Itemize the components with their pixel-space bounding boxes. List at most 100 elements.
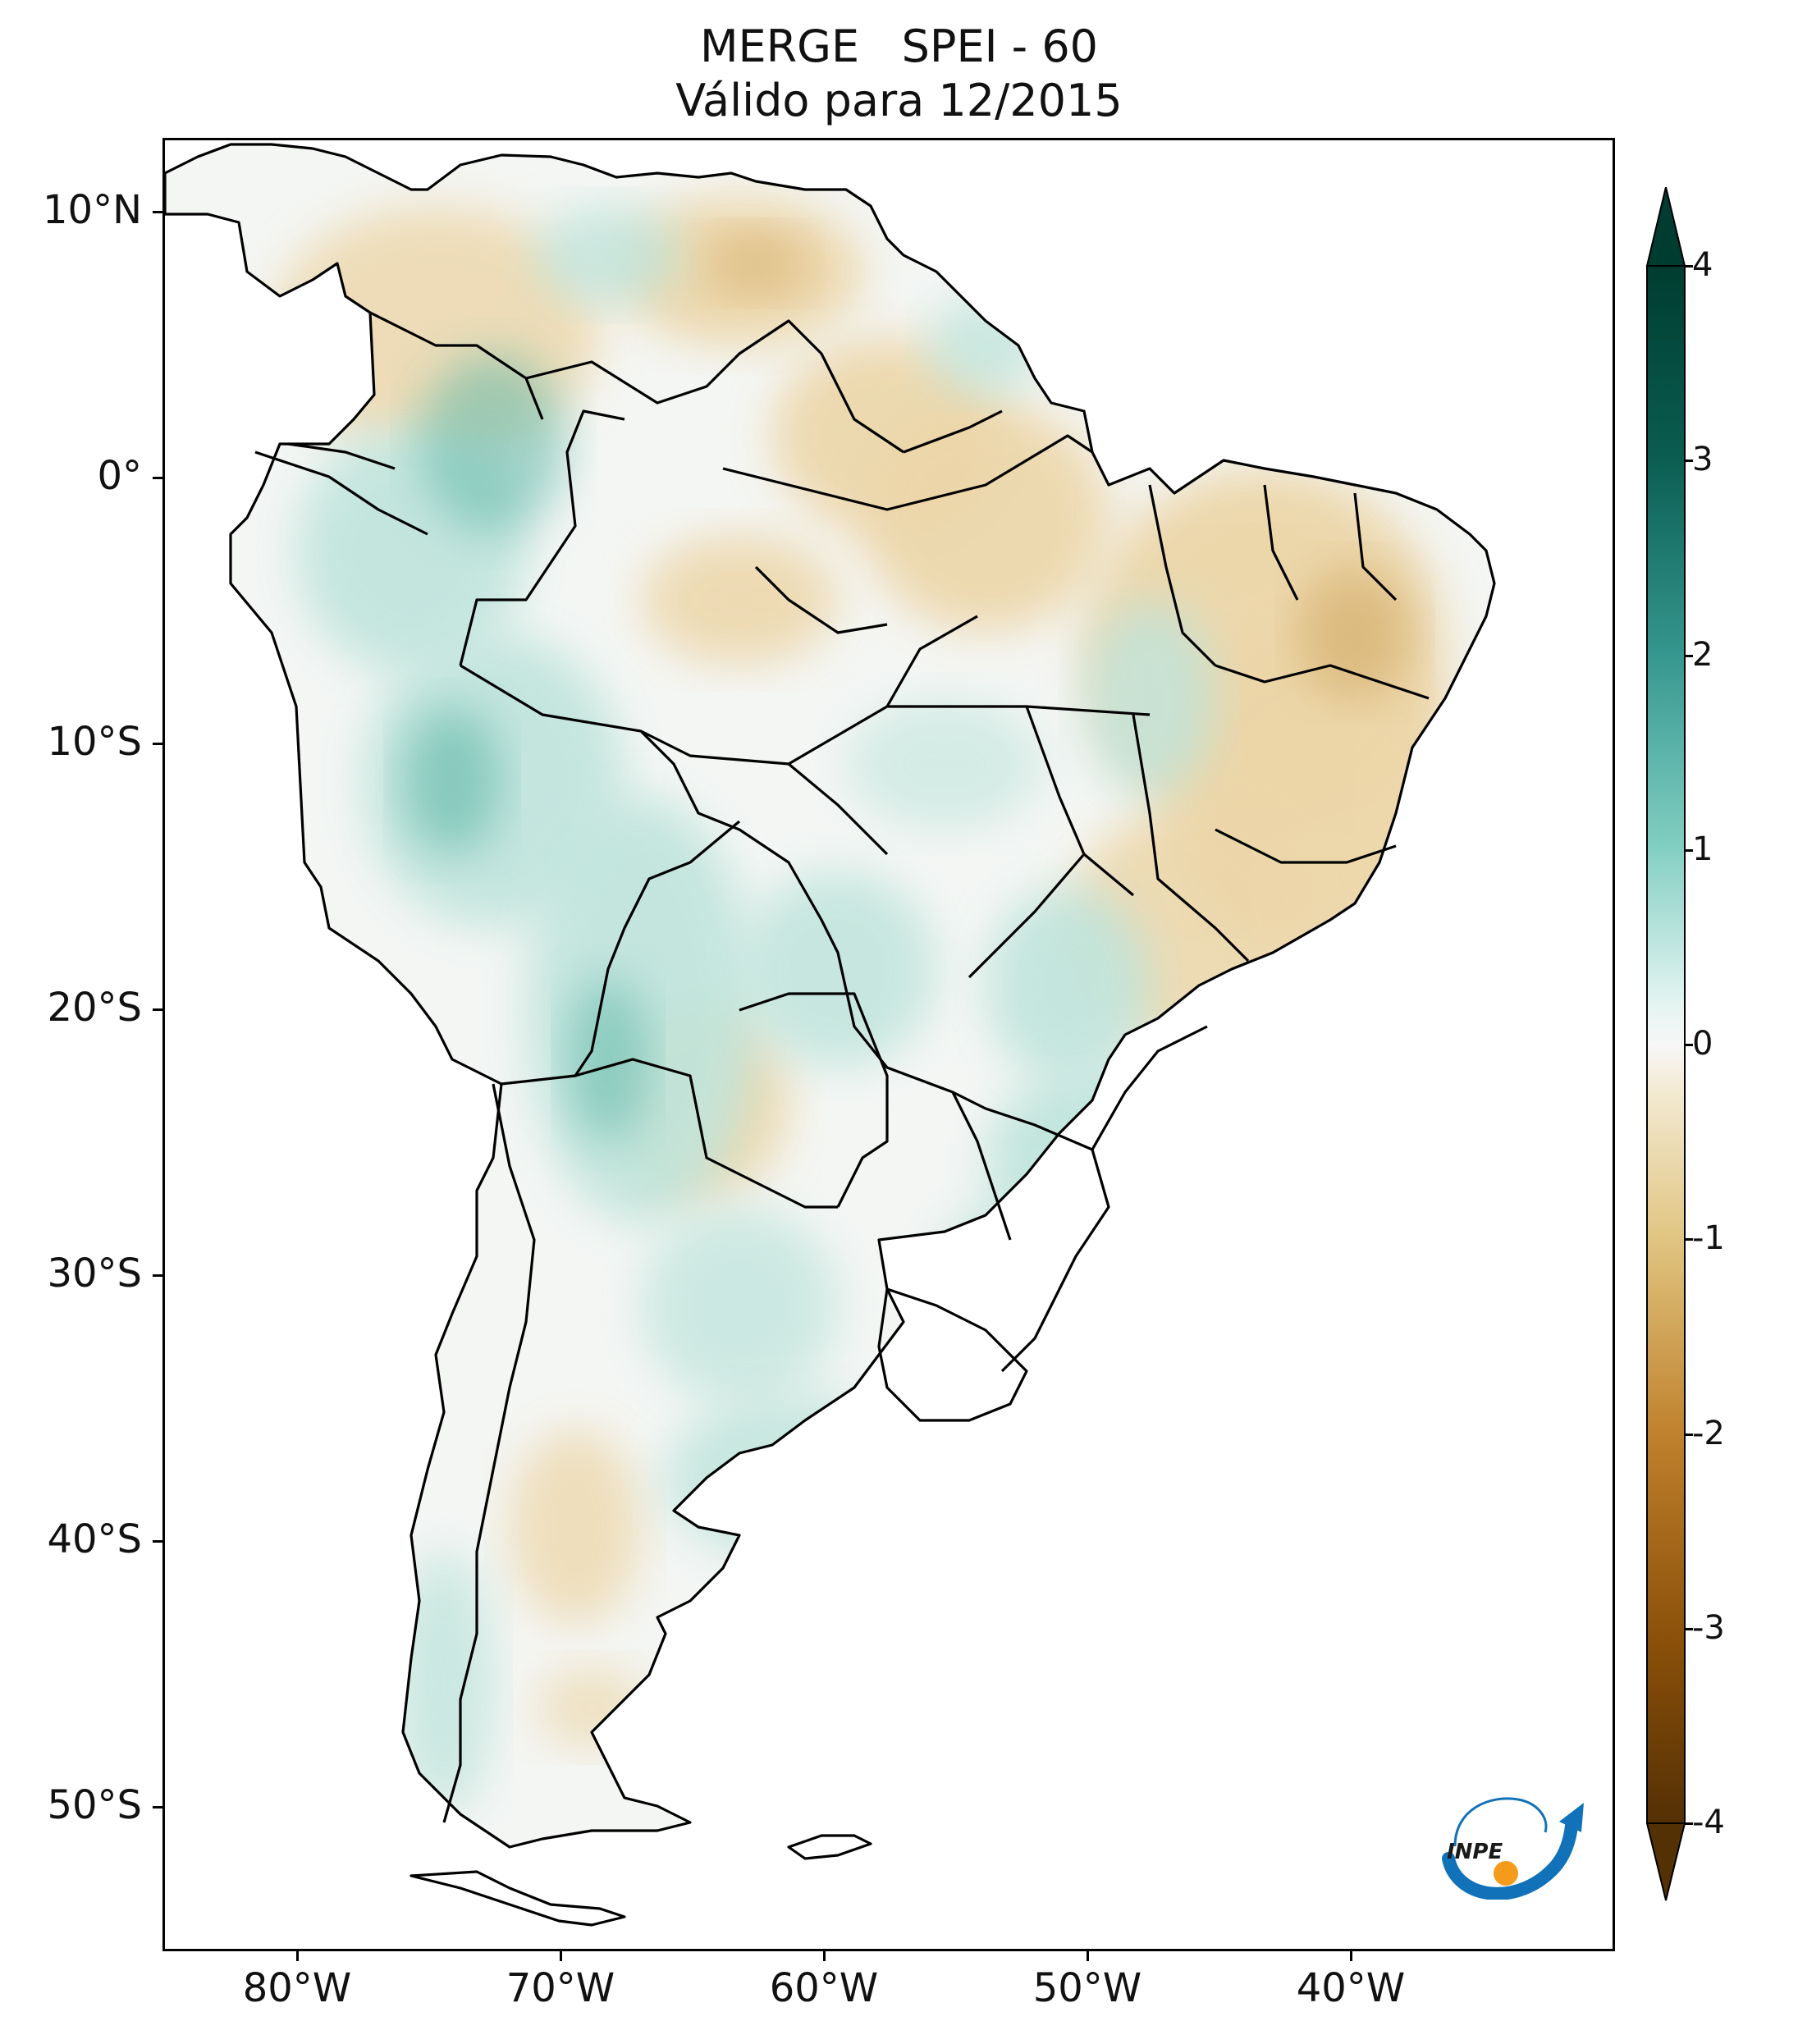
boundary-line [442, 1083, 536, 1823]
spei-anomaly-patch [846, 698, 1043, 830]
boundary-line [787, 762, 889, 856]
colorbar-body [1646, 265, 1686, 1824]
spei-anomaly-patch [986, 887, 1150, 1084]
latitude-label: 30°S [47, 1251, 142, 1296]
boundary-line [1025, 706, 1135, 897]
boundary-line [501, 820, 741, 1086]
spei-anomaly-patch [862, 403, 1109, 633]
spei-anomaly-patch [403, 706, 501, 854]
colorbar-tick [1685, 1627, 1693, 1630]
boundary-line [254, 450, 428, 536]
colorbar-tick-label: 2 [1692, 635, 1713, 674]
colorbar-tick [1685, 654, 1693, 657]
colorbar-tick-label: 0 [1692, 1025, 1713, 1063]
spei-anomaly-patch [1084, 600, 1215, 797]
boundary-line [951, 1091, 1012, 1241]
map-title-line2: Válido para 12/2015 [675, 75, 1123, 126]
spei-anomaly-patch [567, 977, 649, 1141]
boundary-line [739, 992, 889, 1208]
spei-anomaly-patch [666, 1396, 912, 1560]
boundary-line [460, 664, 1151, 766]
boundary-line [877, 1287, 1028, 1422]
colorbar-tick-label: -2 [1692, 1414, 1725, 1452]
latitude-tick [153, 1008, 162, 1011]
south-america-map [165, 143, 1496, 1927]
latitude-tick [153, 1540, 162, 1543]
spei-anomaly-patch [510, 1429, 641, 1626]
boundary-line [165, 143, 1496, 1849]
boundary-line [409, 1870, 626, 1927]
spei-anomaly-patch [707, 231, 805, 296]
boundary-line [1353, 492, 1398, 601]
colorbar-tick [1685, 1238, 1693, 1241]
spei-anomaly-patch [419, 354, 567, 534]
boundary-line [369, 311, 544, 420]
boundary-line [525, 319, 840, 405]
longitude-tick [823, 1951, 826, 1961]
boundary-line [639, 729, 986, 1110]
map-panel [162, 138, 1615, 1951]
colorbar-tick-label: -1 [1692, 1219, 1725, 1258]
boundary-line [1148, 484, 1217, 667]
colorbar-tick-label: -4 [1692, 1804, 1725, 1841]
boundary-line [574, 1058, 838, 1209]
boundary-line [287, 442, 396, 470]
latitude-tick [153, 743, 162, 745]
inpe-logo: INPE [1442, 1797, 1584, 1900]
colorbar-tick [1685, 1433, 1693, 1436]
boundary-line [968, 853, 1086, 979]
colorbar-tick [1685, 460, 1693, 463]
spei-anomaly-patch [641, 1207, 838, 1404]
colorbar-tick-label: 3 [1692, 441, 1713, 479]
boundary-line [1132, 714, 1250, 963]
map-title-line1: MERGE SPEI - 60 [699, 21, 1099, 72]
latitude-label: 10°S [47, 719, 142, 765]
boundary-line [1091, 1025, 1208, 1150]
longitude-label: 80°W [242, 1965, 352, 2011]
longitude-label: 50°W [1032, 1965, 1142, 2011]
longitude-tick [1087, 1951, 1089, 1961]
spei-anomaly-patch [928, 296, 1043, 395]
latitude-tick [153, 1274, 162, 1277]
spei-anomaly-patch [534, 1667, 649, 1749]
boundary-line [985, 1107, 1110, 1373]
boundary-line [754, 565, 888, 634]
longitude-label: 40°W [1296, 1965, 1406, 2011]
longitude-label: 70°W [506, 1965, 615, 2011]
boundary-line [459, 409, 625, 666]
spei-field [165, 144, 1494, 1847]
spei-anomaly-patch [534, 206, 682, 304]
boundary-line [836, 386, 904, 454]
boundary-line [1215, 664, 1430, 700]
boundary-line [722, 434, 1093, 511]
latitude-label: 20°S [47, 985, 142, 1031]
colorbar-tick [1685, 1044, 1693, 1046]
colorbar [1645, 187, 1686, 1901]
boundary-line [1215, 828, 1397, 864]
spei-anomaly-patch [641, 534, 838, 665]
latitude-tick [153, 211, 162, 213]
latitude-tick [153, 477, 162, 479]
latitude-label: 50°S [47, 1782, 142, 1828]
latitude-label: 0° [97, 453, 142, 499]
boundary-line [1263, 484, 1299, 601]
boundary-line [787, 1834, 872, 1860]
inpe-logo-text: INPE [1447, 1840, 1503, 1864]
boundary-line [885, 615, 978, 707]
colorbar-extend-bottom [1645, 1822, 1686, 1901]
country-state-borders [165, 143, 1496, 1927]
colorbar-tick-label: 4 [1692, 246, 1713, 284]
colorbar-tick-label: 1 [1692, 830, 1713, 868]
longitude-tick [1350, 1951, 1352, 1961]
spei-anomaly-patch [739, 871, 936, 1068]
latitude-tick [153, 1806, 162, 1809]
spei-anomaly-patch [1297, 567, 1412, 698]
longitude-tick [560, 1951, 562, 1961]
colorbar-tick [1685, 848, 1693, 852]
colorbar-tick [1685, 265, 1693, 268]
spei-anomaly-patch [986, 1068, 1232, 1248]
longitude-tick [296, 1951, 299, 1961]
longitude-label: 60°W [769, 1965, 879, 2011]
colorbar-tick-label: -3 [1692, 1608, 1725, 1647]
spei-anomaly-patch [395, 1552, 493, 1814]
